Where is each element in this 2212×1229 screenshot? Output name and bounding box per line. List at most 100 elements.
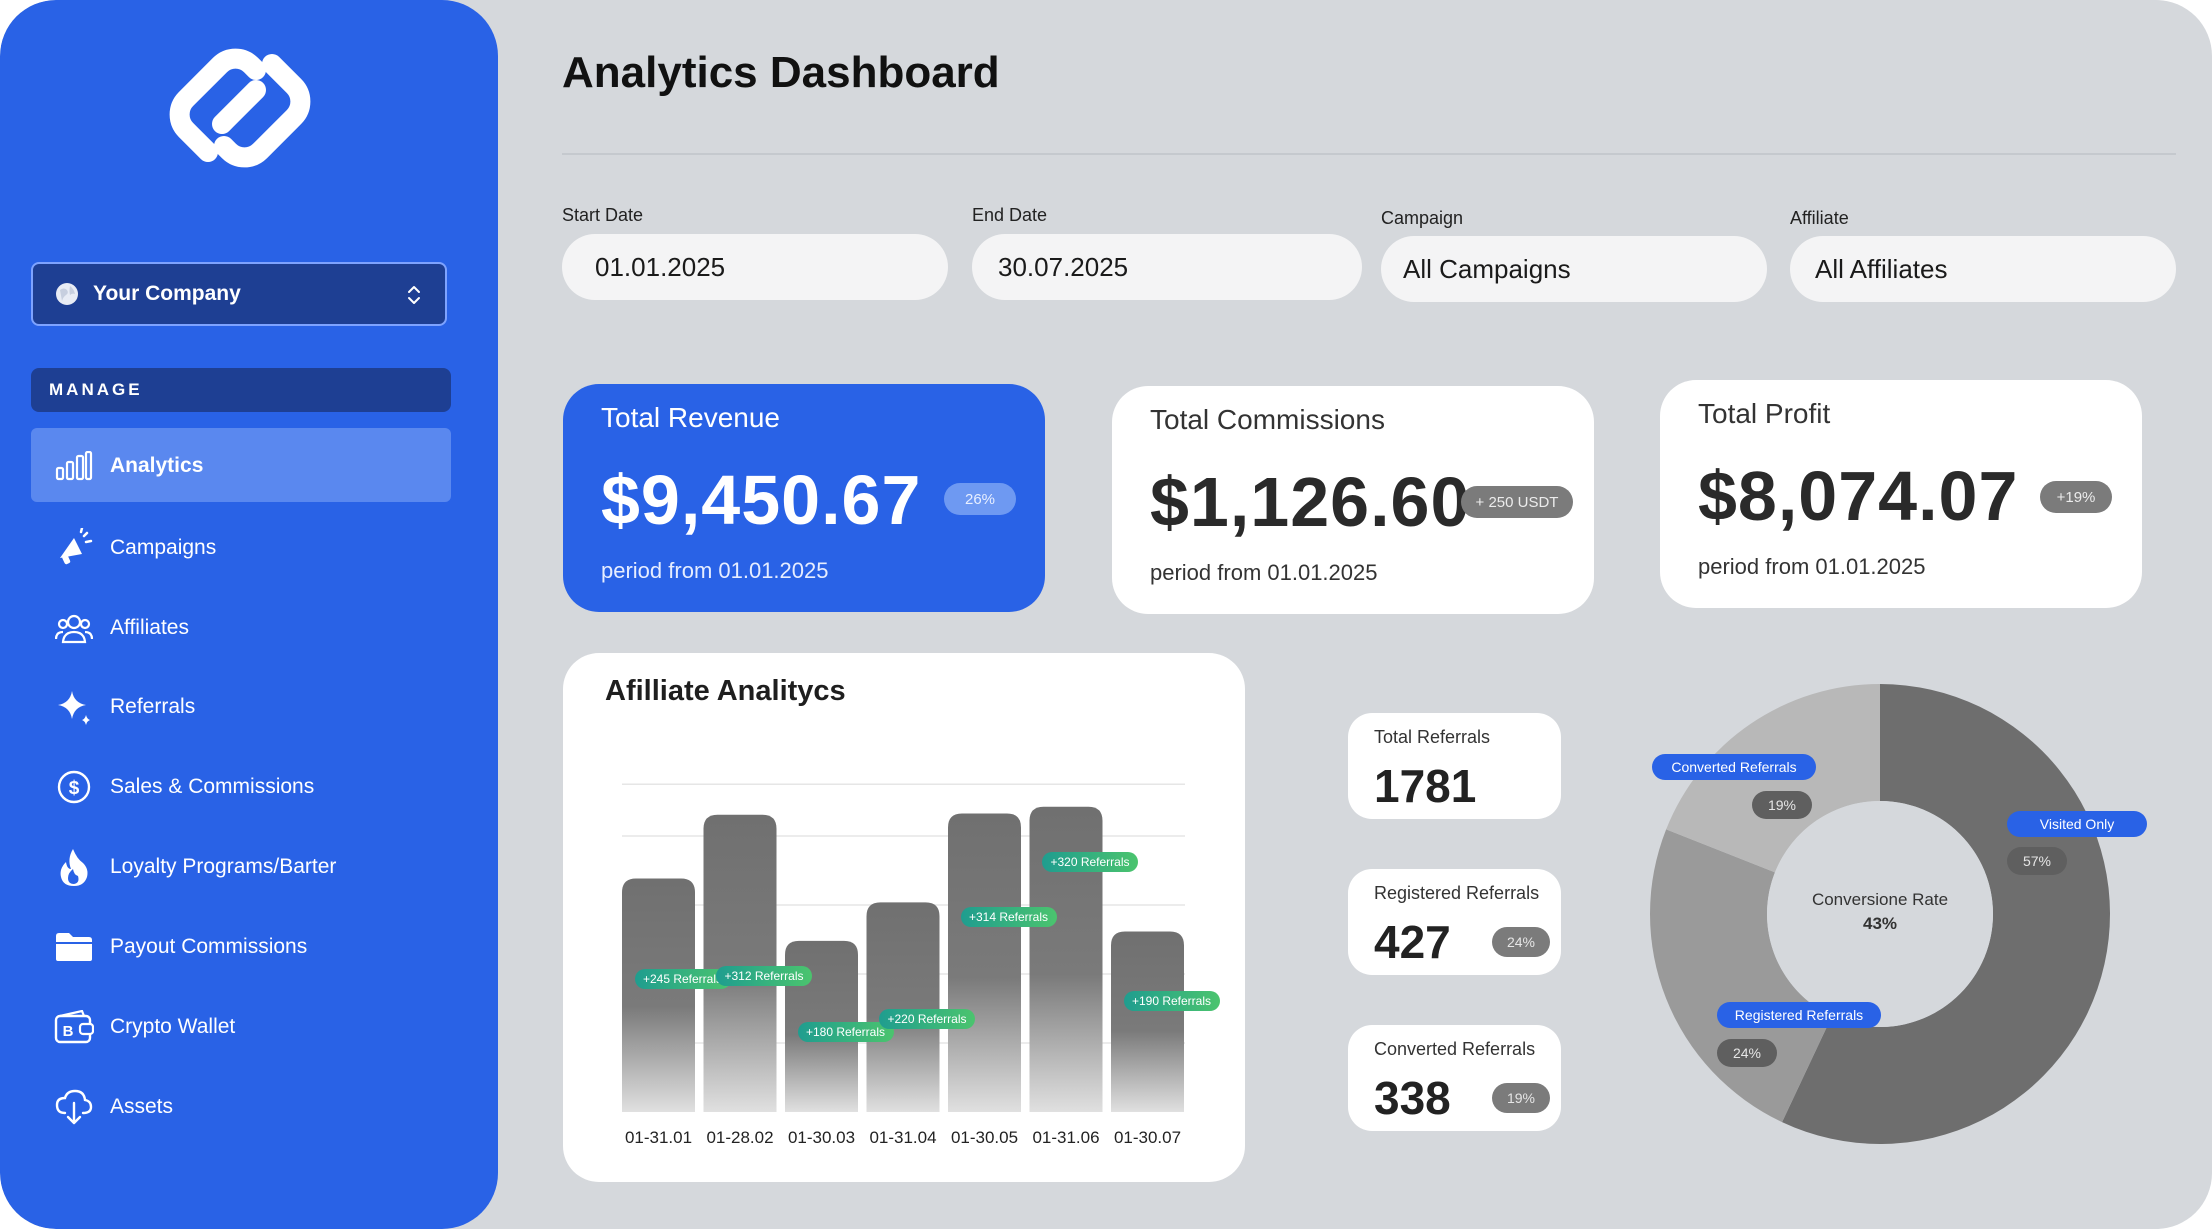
affiliate-value: All Affiliates: [1815, 253, 1948, 284]
sidebar-item-campaigns[interactable]: Campaigns: [54, 528, 216, 568]
cloud-download-icon: [54, 1087, 94, 1127]
sidebar-item-label: Loyalty Programs/Barter: [110, 855, 337, 878]
bar-annotation: +180 Referrals: [797, 1022, 894, 1043]
stat-value: 1781: [1374, 760, 1477, 812]
chevron-updown-icon: [408, 286, 420, 304]
slice-tag-converted: Converted Referrals: [1652, 754, 1816, 780]
sidebar: Your Company MANAGE Analytics Campaigns: [0, 0, 498, 1229]
start-date-field[interactable]: 01.01.2025: [562, 234, 948, 300]
slice-pct-converted: 19%: [1752, 791, 1812, 819]
donut-center-value: 43%: [1862, 914, 1898, 933]
card-period: period from 01.01.2025: [1698, 554, 1926, 579]
sidebar-item-assets[interactable]: Assets: [54, 1087, 173, 1127]
globe-icon: [56, 283, 78, 305]
converted-referrals-card: Converted Referrals 338 19%: [1348, 1025, 1561, 1131]
x-tick-label: 01-31.06: [1032, 1128, 1100, 1147]
total-commissions-card: Total Commissions $1,126.60 + 250 USDT p…: [1112, 386, 1594, 614]
bar-annotation: +245 Referrals: [634, 969, 731, 990]
x-tick-label: 01-30.07: [1113, 1128, 1182, 1147]
campaign-select[interactable]: All Campaigns: [1381, 236, 1767, 302]
bar-annotation: +320 Referrals: [1042, 851, 1138, 872]
end-date-value: 30.07.2025: [998, 251, 1129, 282]
revenue-change-badge: 26%: [944, 483, 1016, 515]
card-title: Total Revenue: [601, 402, 781, 433]
end-date-label: End Date: [972, 205, 1048, 225]
company-selector[interactable]: Your Company: [31, 262, 447, 326]
sidebar-item-label: Campaigns: [110, 536, 217, 559]
campaign-label: Campaign: [1381, 208, 1464, 228]
start-date-label: Start Date: [562, 205, 644, 225]
bitcoin-wallet-icon: B: [54, 1007, 94, 1047]
sidebar-item-label: Affiliates: [110, 616, 189, 639]
brand-logo-icon: [169, 48, 311, 168]
manage-section-header: MANAGE: [31, 368, 451, 412]
sparkle-icon: [54, 687, 94, 727]
affiliate-analytics-card: Afilliate Analitycs: [563, 653, 1245, 1182]
donut-center-title: Conversione Rate: [1811, 890, 1949, 909]
card-value: $8,074.07: [1698, 457, 2019, 535]
svg-text:B: B: [63, 1023, 74, 1040]
campaign-value: All Campaigns: [1403, 253, 1571, 284]
total-referrals-card: Total Referrals 1781: [1348, 713, 1561, 819]
card-value: $1,126.60: [1150, 463, 1471, 541]
stat-label: Converted Referrals: [1374, 1039, 1536, 1059]
donut-hole: [1767, 801, 1993, 1027]
card-period: period from 01.01.2025: [1150, 560, 1378, 585]
commissions-usdt-badge: + 250 USDT: [1461, 486, 1573, 518]
sidebar-item-affiliates[interactable]: Affiliates: [54, 608, 189, 648]
sidebar-item-crypto-wallet[interactable]: B Crypto Wallet: [54, 1007, 235, 1047]
slice-tag-visited: Visited Only: [2007, 811, 2147, 837]
x-tick-label: 01-31.01: [624, 1128, 693, 1147]
sidebar-item-label: Referrals: [110, 695, 196, 718]
registered-referrals-card: Registered Referrals 427 24%: [1348, 869, 1561, 975]
donut-slice: [1782, 684, 2110, 1144]
card-period: period from 01.01.2025: [601, 558, 829, 583]
stat-value: 427: [1374, 916, 1451, 968]
flame-icon: [54, 847, 94, 887]
stat-badge: 24%: [1492, 927, 1550, 957]
slice-pct-registered: 24%: [1717, 1039, 1777, 1067]
total-profit-card: Total Profit $8,074.07 +19% period from …: [1660, 380, 2142, 608]
dollar-circle-icon: $: [54, 767, 94, 807]
chart-title: Afilliate Analitycs: [605, 675, 846, 707]
page-title: Analytics Dashboard: [562, 48, 1000, 97]
donut-slice: [1650, 829, 1832, 1123]
header-divider: [562, 153, 2176, 155]
svg-text:$: $: [69, 778, 80, 799]
active-nav-highlight: [31, 428, 451, 502]
sidebar-item-label: Crypto Wallet: [110, 1015, 236, 1038]
affiliate-select[interactable]: All Affiliates: [1790, 236, 2176, 302]
stat-label: Registered Referrals: [1374, 883, 1540, 903]
sidebar-item-payout[interactable]: Payout Commissions: [54, 927, 307, 967]
company-name: Your Company: [93, 282, 241, 305]
users-icon: [54, 608, 94, 648]
profit-change-badge: +19%: [2040, 481, 2112, 513]
x-tick-label: 01-30.03: [787, 1128, 856, 1147]
bar-annotation: +220 Referrals: [879, 1008, 975, 1029]
bar-annotation: +314 Referrals: [960, 907, 1057, 928]
card-value: $9,450.67: [601, 461, 922, 539]
sidebar-item-loyalty[interactable]: Loyalty Programs/Barter: [54, 847, 336, 887]
sidebar-item-label: Payout Commissions: [110, 935, 308, 958]
sidebar-item-referrals[interactable]: Referrals: [54, 687, 195, 727]
sidebar-item-label: Sales & Commissions: [110, 775, 315, 798]
affiliate-label: Affiliate: [1790, 208, 1849, 228]
sidebar-item-sales-commissions[interactable]: $ Sales & Commissions: [54, 767, 314, 807]
x-tick-label: 01-31.04: [869, 1128, 937, 1147]
folder-icon: [54, 927, 94, 967]
bar-chart-icon: [54, 446, 94, 486]
conversion-donut-chart: [1650, 684, 2110, 1144]
end-date-field[interactable]: 30.07.2025: [972, 234, 1362, 300]
stat-value: 338: [1374, 1072, 1451, 1124]
bar-annotation: +190 Referrals: [1123, 991, 1220, 1012]
sidebar-item-analytics[interactable]: Analytics: [54, 446, 203, 486]
slice-pct-visited: 57%: [2007, 847, 2067, 875]
x-tick-label: 01-28.02: [706, 1128, 774, 1147]
start-date-value: 01.01.2025: [595, 251, 726, 282]
stat-label: Total Referrals: [1374, 727, 1491, 747]
bar-annotation: +312 Referrals: [716, 965, 812, 986]
card-title: Total Profit: [1698, 398, 1831, 429]
donut-center-label: Conversione Rate 43%: [1780, 890, 1980, 934]
stat-badge: 19%: [1492, 1083, 1550, 1113]
